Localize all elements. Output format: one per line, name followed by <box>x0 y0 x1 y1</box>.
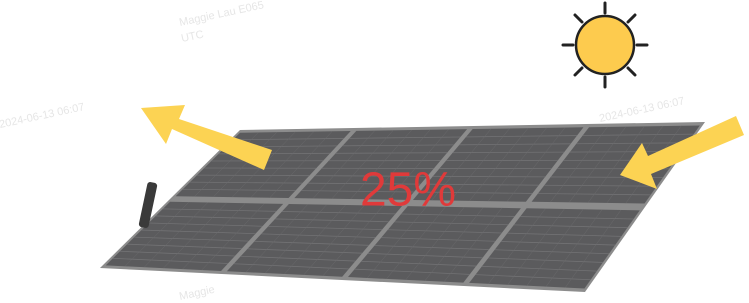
watermark: 2024-06-13 06:07 <box>598 95 685 125</box>
watermark: Maggie Lau E065 <box>178 0 265 29</box>
watermark: Maggie <box>178 284 216 303</box>
watermark: 2024-06-13 06:07 <box>0 101 86 131</box>
efficiency-label: 25% <box>360 164 456 217</box>
sun <box>563 3 647 87</box>
watermark: UTC <box>180 28 205 44</box>
illustration: 25% Maggie Lau E065 UTC 2024-06-13 06:07… <box>0 0 749 303</box>
